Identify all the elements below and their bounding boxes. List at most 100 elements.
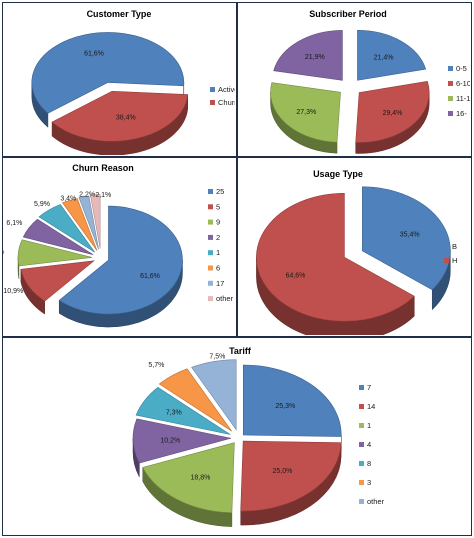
legend-swatch-other — [359, 499, 364, 504]
data-label: 25,0% — [272, 468, 292, 475]
legend-label-14: 14 — [367, 402, 375, 411]
chart-panel-churn-reason: Churn Reason 61,6%10,9%7,8%6,1%5,9%3,4%2… — [2, 157, 237, 337]
subscriber-period-pie-chart: Subscriber Period 21,4% 29,4% 27,3% 21,9% 0-… — [270, 9, 470, 154]
legend-swatch-2 — [208, 234, 213, 240]
data-label: 6,1% — [6, 220, 22, 227]
legend-label-6-10: 6-10 — [456, 79, 470, 88]
tariff-pie-chart: Tariff 25,3% 25,0% 18,8% 10,2% 7,3% 5,7% 7,5% 7… — [132, 346, 385, 527]
pie-slice-h — [256, 192, 415, 322]
customer-type-pie-chart: Customer Type 61,6% 38,4% Active Churn — [31, 9, 235, 155]
data-label: 38,4% — [116, 114, 136, 121]
pie-slice-b — [362, 186, 451, 291]
legend-swatch-6 — [208, 265, 213, 271]
pie-slice-16- — [273, 30, 343, 81]
legend-swatch-16- — [448, 111, 453, 116]
legend-label-9: 9 — [216, 218, 220, 227]
legend-swatch-1 — [359, 423, 364, 428]
data-label: 21,9% — [305, 54, 325, 61]
data-label: 5,7% — [148, 362, 164, 369]
pie-slice-1 — [38, 204, 96, 253]
data-label: 27,3% — [296, 109, 316, 116]
legend-swatch-6-10 — [448, 81, 453, 86]
data-label: 5,9% — [34, 201, 50, 208]
legend-label-b: B — [452, 242, 457, 251]
legend-label-other: other — [367, 497, 385, 506]
data-label: 18,8% — [190, 474, 210, 481]
data-label: 35,4% — [400, 231, 420, 238]
legend-swatch-17 — [208, 280, 213, 286]
data-label: 10,2% — [160, 438, 180, 445]
chart-panel-usage-type: Usage Type 35,4% 64,6% B H — [237, 157, 472, 337]
legend-swatch-4 — [359, 442, 364, 447]
pie-slice-8 — [135, 386, 231, 435]
legend-label-7: 7 — [367, 383, 371, 392]
legend-swatch-7 — [359, 385, 364, 390]
pie-slice-7 — [242, 364, 342, 437]
pie-slice-9 — [17, 239, 93, 267]
legend-label-0-5: 0-5 — [456, 64, 467, 73]
legend-label-3: 3 — [367, 478, 371, 487]
pie-slice-churn — [51, 90, 189, 142]
legend-label-4: 4 — [367, 440, 371, 449]
pie-slice-3 — [158, 368, 232, 432]
chart-panel-customer-type: Customer Type 61,6% 38,4% Active Churn — [2, 2, 237, 157]
data-label: 2,1% — [95, 192, 111, 199]
pie-slice-0-5 — [357, 29, 427, 81]
usage-type-pie-chart: Usage Type 35,4% 64,6% BH — [256, 169, 457, 335]
legend-label-16-: 16- — [456, 109, 467, 118]
legend-label-churn: Churn — [218, 98, 235, 107]
legend-swatch-b — [444, 244, 449, 249]
chart-title: Churn Reason — [72, 163, 134, 173]
legend-label-17: 17 — [216, 279, 224, 288]
legend-swatch-3 — [359, 480, 364, 485]
legend-label-25: 25 — [216, 187, 224, 196]
churn-reason-pie-chart: Churn Reason 61,6%10,9%7,8%6,1%5,9%3,4%2… — [3, 163, 234, 328]
legend-label-5: 5 — [216, 202, 220, 211]
data-label: 7,8% — [3, 249, 4, 256]
data-label: 64,6% — [286, 272, 306, 279]
pie-slice-active — [31, 32, 185, 114]
legend-label-8: 8 — [367, 459, 371, 468]
legend-swatch-14 — [359, 404, 364, 409]
legend-swatch-0-5 — [448, 66, 453, 71]
legend-swatch-1 — [208, 250, 213, 256]
chart-panel-subscriber-period: Subscriber Period 21,4% 29,4% 27,3% 21,9% 0-… — [237, 2, 472, 157]
data-label: 61,6% — [140, 273, 160, 280]
legend-swatch-h — [444, 258, 449, 263]
legend-label-other: other — [216, 294, 234, 303]
pie-slice-11-15 — [270, 82, 341, 143]
data-label: 7,5% — [209, 354, 225, 361]
data-label: 21,4% — [374, 54, 394, 61]
legend-label-1: 1 — [216, 248, 220, 257]
legend-swatch-9 — [208, 219, 213, 225]
legend-swatch-churn — [210, 100, 215, 105]
pie-slice-25 — [58, 205, 183, 315]
pie-slice-17 — [78, 195, 99, 250]
data-label: 3,4% — [60, 195, 76, 202]
pie-slice-6 — [62, 198, 98, 251]
pie-slice-1 — [142, 442, 235, 513]
pie-slice-5 — [20, 260, 95, 302]
chart-title: Customer Type — [87, 9, 152, 19]
legend-label-11-15: 11-15 — [456, 94, 470, 103]
legend-swatch-5 — [208, 204, 213, 210]
chart-title: Tariff — [229, 346, 252, 356]
legend-label-2: 2 — [216, 233, 220, 242]
legend-swatch-other — [208, 296, 213, 302]
data-label: 61,6% — [84, 50, 104, 57]
pie-slice-6-10 — [355, 80, 430, 143]
data-label: 7,3% — [166, 410, 182, 417]
data-label: 25,3% — [275, 403, 295, 410]
data-label: 29,4% — [383, 110, 403, 117]
pie-slice-other — [191, 359, 237, 431]
chart-title: Subscriber Period — [309, 9, 387, 19]
legend-label-h: H — [452, 256, 457, 265]
legend-label-active: Active — [218, 85, 235, 94]
pie-slice-2 — [22, 218, 94, 256]
chart-panel-tariff: Tariff 25,3% 25,0% 18,8% 10,2% 7,3% 5,7% 7,5% 7… — [2, 337, 472, 536]
pie-slice-14 — [240, 440, 342, 512]
chart-title: Usage Type — [313, 169, 363, 179]
legend-swatch-11-15 — [448, 96, 453, 101]
legend-swatch-active — [210, 87, 215, 92]
legend-label-1: 1 — [367, 421, 371, 430]
